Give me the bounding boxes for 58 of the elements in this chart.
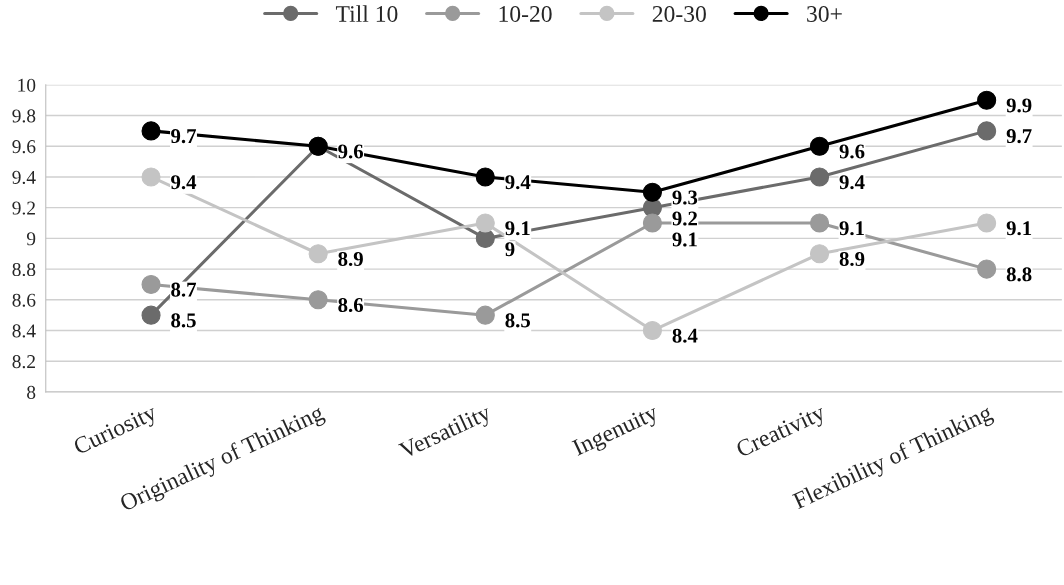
point [977,90,997,110]
data-label: 9.4 [505,175,531,190]
data-label: 9.1 [505,221,530,236]
y-tick-label: 9.2 [12,201,35,215]
point [141,121,161,141]
point [642,320,662,341]
legend-label: Till 10 [335,5,398,22]
data-label: 8.8 [1006,267,1032,282]
point [809,213,830,233]
point [642,213,662,233]
data-label: 9.6 [839,144,865,159]
point [809,167,830,187]
data-label: 9.2 [672,211,698,226]
y-tick-label: 8.8 [12,262,36,277]
y-tick-label: 8 [27,385,36,399]
data-label: 9.7 [171,129,197,144]
data-label: 8.9 [839,251,865,267]
point [977,213,997,233]
y-tick-label: 9.8 [12,109,36,123]
data-label: 8.5 [505,313,531,328]
data-label: 9.1 [1006,221,1032,236]
data-label: 8.4 [672,328,698,343]
point [141,305,161,325]
point [809,244,830,264]
point [308,290,328,310]
data-label: 9.7 [1006,129,1032,144]
data-label: 8.9 [338,251,363,267]
data-label: 8.6 [338,297,364,313]
legend-label: 20-30 [652,5,706,22]
data-label: 9 [505,242,515,257]
point [141,167,161,187]
y-tick-label: 9.6 [12,140,36,154]
point [809,136,830,156]
y-tick-label: 10 [18,78,36,92]
data-label: 8.7 [171,282,197,297]
y-tick-label: 9 [26,232,36,246]
legend-label: 30+ [807,5,842,22]
y-tick-label: 8.2 [12,355,35,369]
data-label: 9.4 [171,175,197,190]
point [141,274,161,294]
data-label: 9.4 [839,175,865,190]
data-label: 9.3 [672,190,698,205]
point [308,244,328,264]
data-label: 9.6 [338,144,364,159]
y-tick-label: 8.6 [12,293,36,307]
point [977,121,997,141]
legend-label: 10-20 [499,5,552,22]
point [977,259,997,279]
point [475,305,495,325]
data-label: 9.1 [839,221,864,236]
data-label: 8.5 [171,313,196,328]
point [475,167,495,187]
y-tick-label: 9.4 [12,170,36,184]
y-tick-label: 8.4 [12,324,36,338]
point [642,182,662,202]
data-label: 9.1 [672,232,697,247]
point [475,213,495,233]
data-label: 9.9 [1006,98,1032,113]
